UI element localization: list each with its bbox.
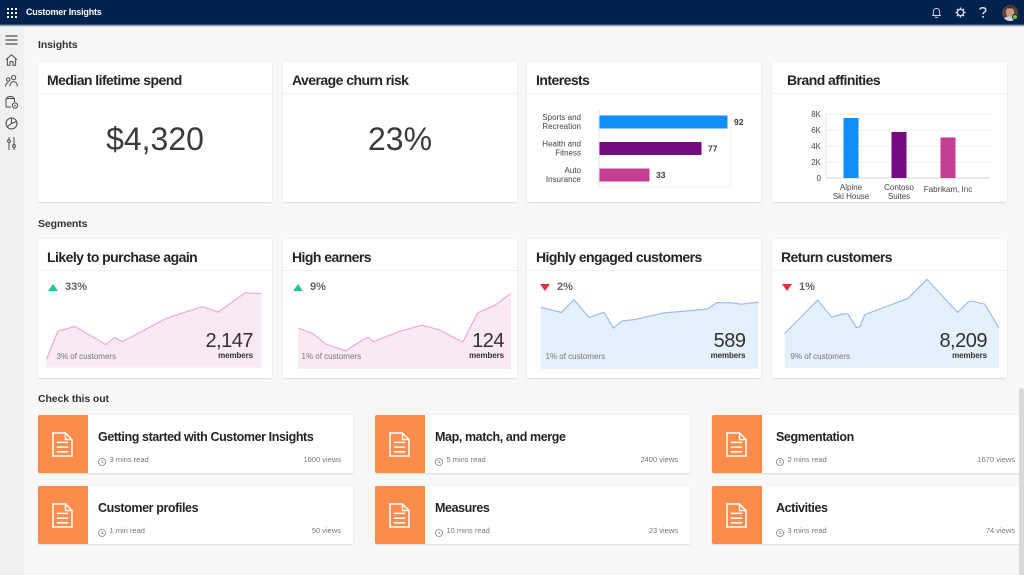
svg-text:2K: 2K: [811, 158, 821, 167]
svg-text:Fabrikam, Inc: Fabrikam, Inc: [924, 185, 972, 194]
svg-text:Fitness: Fitness: [555, 149, 581, 158]
svg-text:0: 0: [817, 174, 822, 183]
svg-text:92: 92: [734, 117, 744, 127]
svg-text:Auto: Auto: [565, 166, 582, 175]
svg-text:Recreation: Recreation: [542, 122, 581, 131]
svg-text:4K: 4K: [811, 142, 821, 151]
svg-text:77: 77: [708, 144, 718, 154]
svg-text:Health and: Health and: [542, 140, 581, 149]
svg-text:Suites: Suites: [888, 192, 910, 201]
svg-text:8K: 8K: [811, 110, 821, 119]
svg-text:Ski House: Ski House: [833, 192, 870, 201]
svg-text:Sports and: Sports and: [542, 113, 581, 122]
svg-text:Alpine: Alpine: [840, 183, 863, 192]
svg-text:Contoso: Contoso: [884, 183, 914, 192]
svg-text:33: 33: [656, 170, 666, 180]
svg-text:Insurance: Insurance: [546, 175, 582, 184]
svg-text:6K: 6K: [811, 126, 821, 135]
